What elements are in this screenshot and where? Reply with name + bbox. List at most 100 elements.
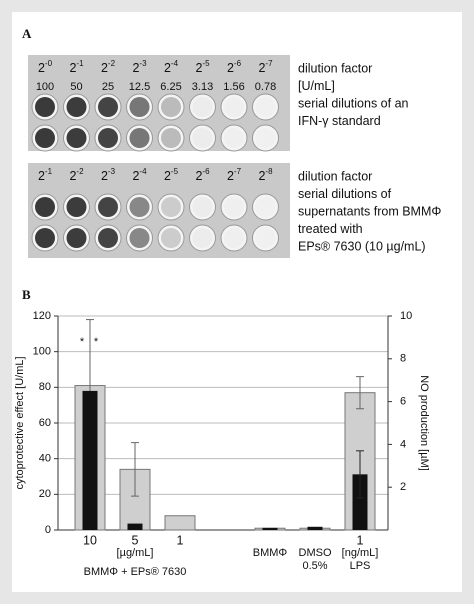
annotation: [µg/mL]: [117, 547, 154, 559]
bar: [352, 474, 368, 530]
dilution-label: 2-4: [164, 59, 179, 75]
exponent: -5: [202, 59, 210, 68]
well-stain: [98, 97, 118, 117]
note: EPs® 7630 (10 µg/mL): [298, 239, 426, 253]
well-stain: [161, 128, 181, 148]
y-axis-label: cytoprotective effect [U/mL]: [14, 356, 26, 489]
well-stain: [224, 197, 244, 217]
base: 2: [38, 169, 45, 183]
exponent: -1: [45, 167, 53, 176]
dilution-label: 2-2: [101, 59, 116, 75]
note: [U/mL]: [298, 79, 335, 93]
x-tick-label: DMSO: [299, 547, 332, 559]
well-stain: [255, 97, 276, 117]
x-tick-label: 1: [177, 533, 184, 547]
dilution-label: 2-3: [101, 167, 116, 183]
dilution-label: 2-4: [132, 167, 147, 183]
x-tick-label: 5: [132, 533, 139, 547]
well-stain: [129, 128, 150, 148]
dilution-label: 2-5: [164, 167, 179, 183]
well-stain: [224, 97, 244, 117]
dilution-label: 2-1: [69, 59, 84, 75]
y2-tick-label: 6: [400, 396, 406, 408]
bar: [262, 527, 278, 530]
dilution-label: 2-3: [132, 59, 147, 75]
annotation: BMMΦ + EPs® 7630: [84, 566, 187, 578]
base: 2: [69, 61, 76, 75]
unit-label: 0.78: [255, 81, 276, 93]
y2-tick-label: 10: [400, 310, 412, 322]
x-tick-label: 1: [357, 533, 364, 547]
bar: [164, 515, 196, 531]
exponent: -4: [171, 59, 179, 68]
well-stain: [98, 228, 118, 248]
x-tick-label: 10: [83, 533, 97, 547]
unit-label: 1.56: [223, 81, 244, 93]
base: 2: [258, 61, 265, 75]
note: treated with: [298, 222, 363, 236]
base: 2: [132, 169, 139, 183]
exponent: -0: [45, 59, 53, 68]
bar: [127, 523, 143, 530]
well-stain: [255, 128, 276, 148]
base: 2: [101, 169, 108, 183]
annotation: LPS: [350, 560, 371, 572]
exponent: -8: [265, 167, 273, 176]
well-stain: [192, 97, 213, 117]
base: 2: [227, 61, 234, 75]
well-stain: [35, 228, 55, 248]
y2-tick-label: 2: [400, 481, 406, 493]
base: 2: [164, 169, 171, 183]
exponent: -3: [139, 59, 147, 68]
y2-tick-label: 4: [400, 438, 406, 450]
well-stain: [192, 228, 213, 248]
base: 2: [258, 169, 265, 183]
exponent: -2: [76, 167, 84, 176]
well-stain: [161, 228, 181, 248]
unit-label: 25: [102, 81, 114, 93]
well-stain: [129, 97, 150, 117]
note: supernatants from BMMΦ: [298, 204, 441, 218]
well-stain: [161, 197, 181, 217]
note: IFN-γ standard: [298, 114, 381, 128]
well-stain: [35, 128, 55, 148]
dilution-label: 2-1: [38, 167, 53, 183]
unit-label: 50: [70, 81, 82, 93]
bar: [82, 390, 98, 530]
y-tick-label: 80: [39, 381, 51, 393]
y-tick-label: 120: [33, 310, 51, 322]
base: 2: [195, 61, 202, 75]
well-stain: [35, 97, 55, 117]
dilution-label: 2-6: [195, 167, 210, 183]
y-tick-label: 60: [39, 417, 51, 429]
unit-label: 6.25: [160, 81, 181, 93]
well-stain: [66, 228, 87, 248]
base: 2: [132, 61, 139, 75]
unit-label: 12.5: [129, 81, 150, 93]
significance-marker: *: [94, 336, 99, 348]
well-stain: [66, 128, 87, 148]
well-stain: [98, 197, 118, 217]
annotation: [ng/mL]: [342, 547, 379, 559]
dilution-label: 2-5: [195, 59, 210, 75]
well-stain: [98, 128, 118, 148]
exponent: -5: [171, 167, 179, 176]
well-stain: [192, 197, 213, 217]
well-stain: [255, 228, 276, 248]
note: dilution factor: [298, 61, 372, 75]
base: 2: [69, 169, 76, 183]
y-tick-label: 0: [45, 524, 51, 536]
unit-label: 3.13: [192, 81, 213, 93]
exponent: -6: [202, 167, 210, 176]
base: 2: [164, 61, 171, 75]
y-tick-label: 40: [39, 453, 51, 465]
dilution-label: 2-7: [258, 59, 273, 75]
well-stain: [192, 128, 213, 148]
significance-marker: *: [80, 336, 85, 348]
note: dilution factor: [298, 169, 372, 183]
bar: [307, 526, 323, 530]
well-stain: [66, 197, 87, 217]
exponent: -7: [234, 167, 242, 176]
exponent: -2: [108, 59, 116, 68]
well-stain: [35, 197, 55, 217]
